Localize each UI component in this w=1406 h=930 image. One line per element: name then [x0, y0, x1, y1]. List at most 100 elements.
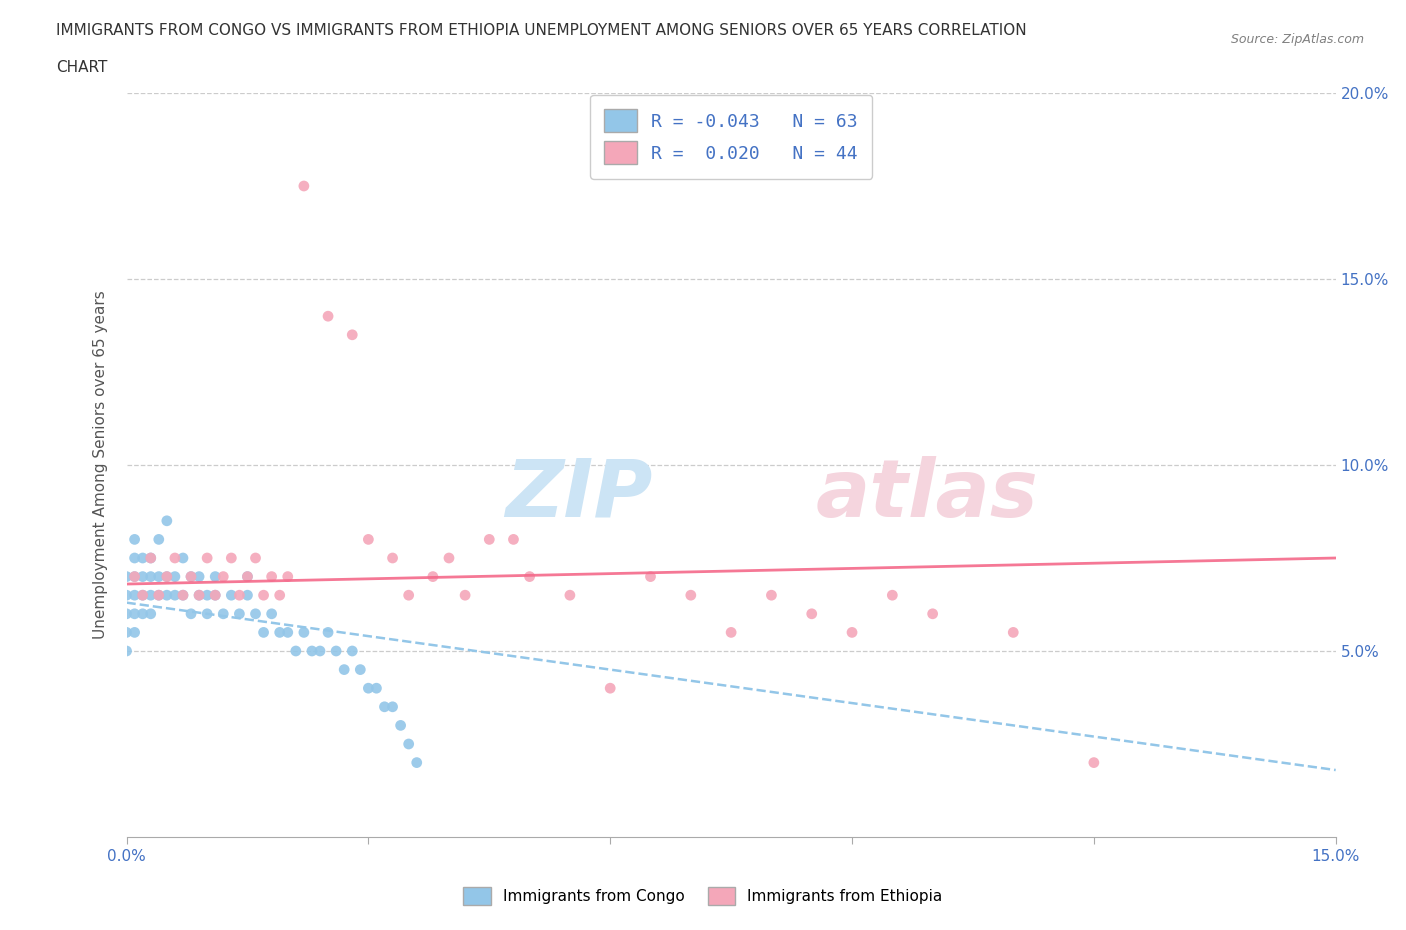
Point	[212, 569, 235, 584]
Point	[228, 606, 250, 621]
Point	[163, 551, 186, 565]
Point	[349, 662, 371, 677]
Point	[325, 644, 347, 658]
Point	[277, 569, 299, 584]
Point	[640, 569, 662, 584]
Point	[389, 718, 412, 733]
Point	[139, 588, 162, 603]
Point	[148, 588, 170, 603]
Point	[131, 606, 153, 621]
Point	[124, 588, 146, 603]
Point	[124, 625, 146, 640]
Point	[882, 588, 904, 603]
Point	[316, 309, 339, 324]
Point	[148, 569, 170, 584]
Point	[841, 625, 863, 640]
Point	[156, 513, 179, 528]
Point	[921, 606, 943, 621]
Point	[148, 532, 170, 547]
Point	[188, 569, 211, 584]
Point	[800, 606, 823, 621]
Point	[422, 569, 444, 584]
Point	[212, 606, 235, 621]
Point	[260, 606, 283, 621]
Point	[139, 551, 162, 565]
Point	[252, 625, 274, 640]
Point	[1002, 625, 1025, 640]
Point	[381, 699, 404, 714]
Point	[679, 588, 702, 603]
Point	[115, 569, 138, 584]
Legend: Immigrants from Congo, Immigrants from Ethiopia: Immigrants from Congo, Immigrants from E…	[456, 879, 950, 913]
Point	[381, 551, 404, 565]
Point	[342, 327, 364, 342]
Point	[139, 551, 162, 565]
Point	[131, 588, 153, 603]
Point	[115, 606, 138, 621]
Text: ZIP: ZIP	[505, 456, 652, 534]
Legend: R = -0.043   N = 63, R =  0.020   N = 44: R = -0.043 N = 63, R = 0.020 N = 44	[591, 95, 872, 179]
Point	[148, 588, 170, 603]
Point	[124, 551, 146, 565]
Point	[124, 569, 146, 584]
Point	[115, 588, 138, 603]
Point	[333, 662, 356, 677]
Point	[172, 588, 194, 603]
Point	[398, 588, 420, 603]
Point	[131, 588, 153, 603]
Point	[156, 588, 179, 603]
Point	[761, 588, 783, 603]
Point	[357, 532, 380, 547]
Text: Source: ZipAtlas.com: Source: ZipAtlas.com	[1230, 33, 1364, 46]
Point	[236, 588, 259, 603]
Point	[398, 737, 420, 751]
Point	[236, 569, 259, 584]
Point	[228, 588, 250, 603]
Point	[269, 588, 291, 603]
Point	[156, 569, 179, 584]
Point	[115, 625, 138, 640]
Point	[115, 644, 138, 658]
Point	[139, 606, 162, 621]
Point	[405, 755, 427, 770]
Point	[172, 588, 194, 603]
Point	[277, 625, 299, 640]
Point	[502, 532, 524, 547]
Point	[195, 588, 218, 603]
Text: CHART: CHART	[56, 60, 108, 75]
Point	[172, 551, 194, 565]
Point	[366, 681, 388, 696]
Point	[558, 588, 581, 603]
Point	[309, 644, 332, 658]
Point	[195, 606, 218, 621]
Point	[131, 569, 153, 584]
Point	[195, 551, 218, 565]
Point	[245, 551, 267, 565]
Point	[292, 625, 315, 640]
Point	[163, 569, 186, 584]
Point	[204, 569, 226, 584]
Point	[252, 588, 274, 603]
Point	[373, 699, 395, 714]
Point	[180, 606, 202, 621]
Point	[245, 606, 267, 621]
Y-axis label: Unemployment Among Seniors over 65 years: Unemployment Among Seniors over 65 years	[93, 291, 108, 640]
Point	[204, 588, 226, 603]
Point	[342, 644, 364, 658]
Point	[180, 569, 202, 584]
Point	[139, 569, 162, 584]
Point	[454, 588, 477, 603]
Point	[124, 569, 146, 584]
Point	[519, 569, 541, 584]
Point	[204, 588, 226, 603]
Point	[236, 569, 259, 584]
Point	[1083, 755, 1105, 770]
Point	[188, 588, 211, 603]
Point	[124, 532, 146, 547]
Point	[260, 569, 283, 584]
Point	[437, 551, 460, 565]
Point	[156, 569, 179, 584]
Text: IMMIGRANTS FROM CONGO VS IMMIGRANTS FROM ETHIOPIA UNEMPLOYMENT AMONG SENIORS OVE: IMMIGRANTS FROM CONGO VS IMMIGRANTS FROM…	[56, 23, 1026, 38]
Point	[221, 551, 243, 565]
Point	[221, 588, 243, 603]
